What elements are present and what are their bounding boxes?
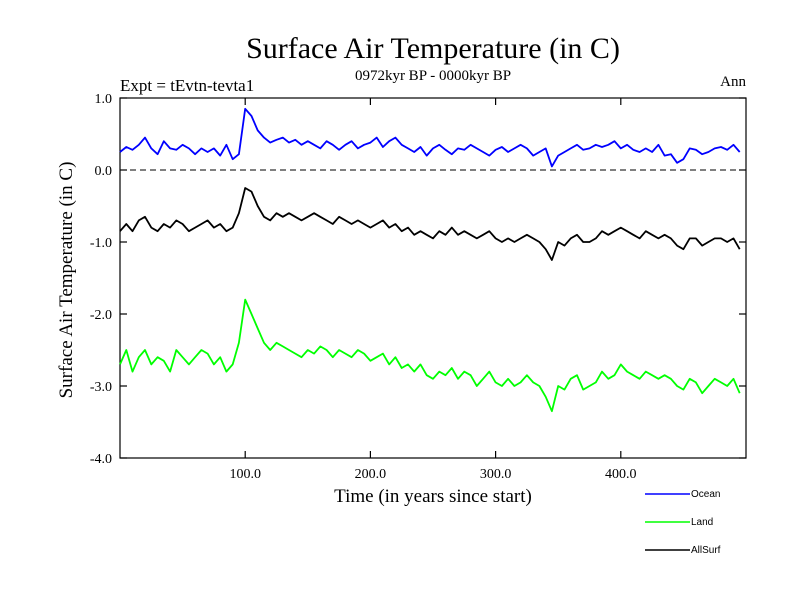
y-tick-label: -4.0 xyxy=(90,452,112,467)
y-tick-label: -1.0 xyxy=(90,236,112,251)
chart-subtitle: 0972kyr BP - 0000kyr BP xyxy=(355,68,511,84)
plot-frame xyxy=(119,97,747,459)
legend-label-allsurf: AllSurf xyxy=(691,545,721,556)
y-tick-label: 0.0 xyxy=(95,164,113,179)
y-axis-label: Surface Air Temperature (in C) xyxy=(56,162,77,399)
expt-label: Expt = tEvtn-tevta1 xyxy=(120,76,254,95)
land-series-line xyxy=(119,298,741,413)
x-tick-label: 300.0 xyxy=(480,467,512,482)
y-tick-label: -3.0 xyxy=(90,380,112,395)
legend-label-ocean: Ocean xyxy=(691,489,720,500)
allsurf-series-line xyxy=(119,187,741,261)
plot-area: 1.0 0.0 -1.0 -2.0 -3.0 -4.0 100.0 200.0 300.0 400… xyxy=(90,92,747,482)
y-tick-label: 1.0 xyxy=(95,92,113,107)
x-tick-label: 100.0 xyxy=(229,467,261,482)
y-tick-label: -2.0 xyxy=(90,308,112,323)
ocean-series-line xyxy=(119,107,741,168)
chart-title: Surface Air Temperature (in C) xyxy=(246,32,620,65)
x-axis-label: Time (in years since start) xyxy=(334,486,532,507)
x-tick-label: 400.0 xyxy=(605,467,637,482)
legend: Ocean Land AllSurf xyxy=(645,489,721,556)
legend-label-land: Land xyxy=(691,517,713,528)
x-tick-label: 200.0 xyxy=(355,467,387,482)
season-label: Ann xyxy=(720,74,746,90)
